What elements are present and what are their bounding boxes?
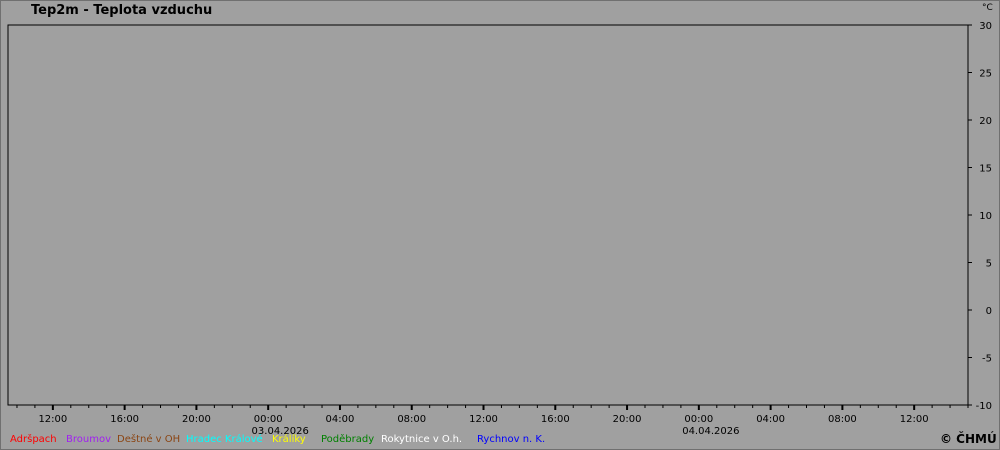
legend-item: Rokytnice v O.h. (381, 434, 463, 445)
x-tick-label: 12:00 (469, 414, 498, 425)
legend-item: Broumov (66, 434, 111, 445)
x-tick-label: 00:00 (684, 414, 713, 425)
x-tick-label: 12:00 (900, 414, 929, 425)
x-tick-label: 12:00 (38, 414, 67, 425)
y-tick-label: 5 (986, 259, 992, 270)
date-label: 04.04.2026 (682, 426, 739, 437)
x-tick-label: 08:00 (828, 414, 857, 425)
x-tick-label: 04:00 (326, 414, 355, 425)
legend-item: Hradec Králové (186, 434, 263, 445)
axes (7, 24, 972, 410)
plot-area (7, 24, 969, 406)
x-tick-label: 20:00 (613, 414, 642, 425)
legend-item: Deštné v OH (117, 434, 181, 445)
legend-item: Rychnov n. K. (477, 434, 546, 445)
x-tick-label: 00:00 (254, 414, 283, 425)
y-unit-label: °C (982, 3, 993, 13)
y-tick-label: 25 (979, 69, 992, 80)
legend-item: Králíky (272, 434, 306, 445)
copyright: © ČHMÚ (940, 432, 997, 446)
y-tick-label: -10 (976, 401, 992, 412)
tick-labels: 30 25 20 15 10 5 0 -5 -10 12:00 16:00 20:00 00:00 04:… (38, 21, 992, 437)
x-tick-label: 08:00 (397, 414, 426, 425)
y-tick-label: 20 (979, 116, 992, 127)
date-label: 03.04.2026 (252, 426, 309, 437)
y-tick-label: 30 (979, 21, 992, 32)
legend-item: Adršpach (10, 434, 57, 445)
y-tick-label: -5 (982, 354, 992, 365)
x-tick-label: 04:00 (756, 414, 785, 425)
chart-title: Tep2m - Teplota vzduchu (31, 3, 213, 18)
x-tick-label: 20:00 (182, 414, 211, 425)
y-tick-label: 0 (986, 306, 992, 317)
x-tick-label: 16:00 (110, 414, 139, 425)
legend-item: Poděbrady (321, 434, 375, 445)
x-tick-label: 16:00 (541, 414, 570, 425)
y-tick-label: 15 (979, 164, 992, 175)
y-tick-label: 10 (979, 211, 992, 222)
